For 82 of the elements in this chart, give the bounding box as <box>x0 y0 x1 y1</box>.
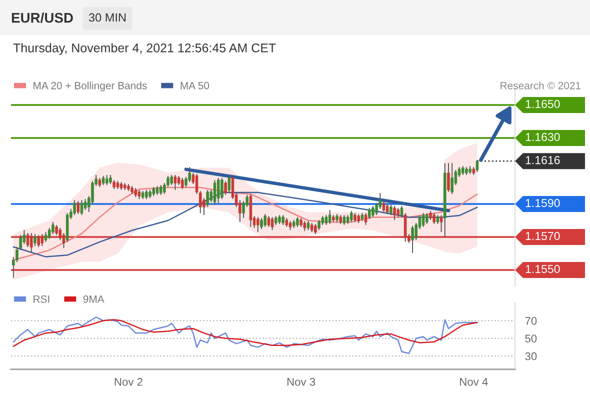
y-tick-label: 30 <box>525 352 537 360</box>
x-tick-label: Nov 4 <box>460 378 488 386</box>
candlestick <box>105 174 108 186</box>
candlestick <box>84 198 87 210</box>
candlestick <box>318 220 320 231</box>
candlestick <box>249 193 252 228</box>
ref-line-label: 1.1630 <box>526 132 560 142</box>
candlestick <box>260 218 263 230</box>
candlestick <box>98 177 102 188</box>
candlestick <box>188 166 191 183</box>
candlestick <box>440 214 443 233</box>
candlestick <box>411 225 414 254</box>
candlestick <box>422 212 425 228</box>
candlestick <box>73 200 76 216</box>
chart-subtitle: Thursday, November 4, 2021 12:56:45 AM CET <box>13 43 276 55</box>
x-tick-label: Nov 3 <box>287 378 316 386</box>
text: 30 MIN <box>88 13 126 22</box>
candlestick <box>432 212 436 224</box>
candlestick <box>267 216 270 228</box>
candlestick <box>324 214 328 226</box>
candlestick <box>213 180 216 206</box>
candlestick <box>264 214 266 228</box>
candlestick <box>270 216 274 231</box>
candlestick <box>364 212 368 226</box>
candlestick <box>220 177 224 200</box>
candlestick <box>80 200 84 216</box>
ref-line-label: 1.1550 <box>526 264 560 274</box>
candlestick <box>102 175 105 186</box>
candlestick <box>216 177 220 204</box>
line-series <box>12 316 478 354</box>
candlestick <box>350 210 353 222</box>
annotation: Research © 2021 <box>500 82 580 90</box>
candlestick <box>372 205 374 218</box>
candlestick <box>152 186 156 197</box>
candlestick <box>447 162 450 192</box>
candlestick <box>429 210 432 220</box>
candlestick <box>306 220 310 231</box>
candlestick <box>228 174 231 192</box>
ref-line-label: 1.1650 <box>526 100 560 108</box>
candlestick <box>314 223 317 235</box>
candlestick <box>393 205 396 220</box>
candlestick <box>177 175 180 186</box>
candlestick <box>44 232 48 242</box>
candlestick <box>328 209 332 224</box>
chart-title: EUR/USD <box>12 12 73 23</box>
candlestick <box>390 204 392 216</box>
candlestick <box>288 220 292 231</box>
candlestick <box>450 162 454 194</box>
candlestick <box>159 184 162 196</box>
candlestick <box>382 200 386 212</box>
legend-label: RSI <box>34 295 50 303</box>
candlestick <box>386 204 389 215</box>
legend-label: MA 20 + Bollinger Bands <box>34 82 147 92</box>
candlestick <box>170 174 174 186</box>
candlestick <box>476 159 479 172</box>
ref-line-label: 1.1590 <box>526 198 560 208</box>
candlestick <box>342 214 346 226</box>
candlestick <box>426 212 428 224</box>
legend-label: MA 50 <box>180 82 210 90</box>
x-tick-label: Nov 2 <box>114 378 142 386</box>
candlestick <box>303 220 306 232</box>
candlestick <box>138 189 141 200</box>
ref-line-label: 1.1570 <box>526 232 560 240</box>
candlestick <box>282 214 284 226</box>
y-tick-label: 70 <box>525 316 537 325</box>
candlestick <box>34 234 36 247</box>
candlestick <box>109 174 112 185</box>
candlestick <box>296 216 299 228</box>
y-tick-label: 50 <box>525 334 537 342</box>
candlestick <box>145 189 148 200</box>
candlestick <box>256 216 260 233</box>
candlestick <box>310 222 314 233</box>
candlestick <box>52 222 54 235</box>
line-series <box>12 319 478 347</box>
candlestick <box>396 207 400 218</box>
candlestick <box>76 200 80 215</box>
candlestick <box>134 188 138 198</box>
candlestick <box>174 174 177 190</box>
ref-line-label: 1.1616 <box>526 156 560 164</box>
candlestick <box>400 205 404 218</box>
candlestick <box>181 177 184 190</box>
legend-label: 9MA <box>83 295 104 303</box>
